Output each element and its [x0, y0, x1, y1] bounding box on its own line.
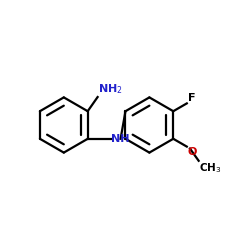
Text: O: O	[187, 147, 197, 157]
Text: CH$_3$: CH$_3$	[199, 161, 222, 175]
Text: F: F	[188, 93, 195, 103]
Text: NH$_2$: NH$_2$	[98, 82, 123, 96]
Text: NH: NH	[111, 134, 130, 144]
